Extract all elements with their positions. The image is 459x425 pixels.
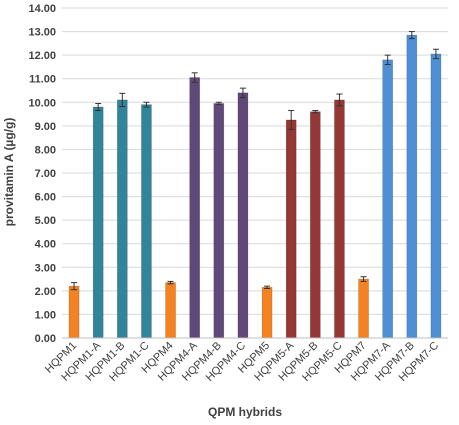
y-tick-label: 14.00 [28, 3, 56, 15]
bar-hqpm1-b [117, 99, 128, 339]
y-tick-label: 3.00 [35, 262, 56, 274]
y-tick-label: 11.00 [29, 74, 56, 86]
y-tick-label: 5.00 [35, 215, 56, 227]
error-bar-hqpm4-c [239, 87, 246, 99]
bar-hqpm7-b [406, 34, 418, 339]
y-tick-label: 7.00 [35, 168, 56, 180]
bar-hqpm5 [261, 287, 273, 339]
y-tick-label: 4.00 [35, 239, 56, 251]
y-tick-label: 6.00 [35, 192, 56, 204]
bar-hqpm5-c [334, 99, 345, 339]
y-axis-title: provitamin A (µg/g) [2, 118, 16, 227]
error-bar-hqpm5-b [312, 110, 319, 114]
bar-hqpm4-a [189, 77, 200, 339]
error-bar-hqpm1-c [143, 101, 150, 108]
bars [68, 34, 442, 339]
bar-hqpm1-c [141, 104, 152, 339]
error-bar-hqpm1 [71, 282, 78, 291]
bar-hqpm1 [68, 285, 80, 339]
error-bar-hqpm7-a [384, 54, 391, 66]
bar-hqpm7 [358, 278, 369, 339]
error-bar-hqpm4 [167, 280, 174, 285]
error-bar-hqpm7-c [432, 48, 439, 60]
bar-hqpm4-b [213, 103, 225, 339]
error-bar-hqpm1-b [119, 92, 126, 108]
error-bar-hqpm5 [264, 285, 271, 289]
bar-hqpm4-c [237, 92, 249, 339]
y-tick-label: 12.00 [28, 50, 56, 62]
y-tick-label: 10.00 [28, 97, 56, 109]
error-bar-hqpm7-b [408, 31, 415, 40]
bar-hqpm5-b [310, 111, 321, 339]
error-bar-hqpm5-c [336, 93, 343, 107]
bar-hqpm5-a [285, 119, 297, 339]
y-tick-label: 13.00 [28, 27, 56, 39]
y-tick-label: 1.00 [35, 309, 56, 321]
error-bar-hqpm4-b [215, 101, 222, 106]
error-bars [71, 31, 439, 291]
bar-hqpm7-c [430, 53, 442, 339]
error-bar-hqpm1-a [95, 102, 102, 112]
y-tick-label: 9.00 [35, 121, 56, 133]
error-bar-hqpm7 [360, 276, 367, 282]
y-tick-label: 0.00 [35, 333, 56, 345]
bar-hqpm4 [165, 282, 176, 339]
error-bar-hqpm4-a [191, 72, 198, 83]
y-tick-labels: 0.00 1.00 2.00 3.00 4.00 5.00 6.00 7.00 8.00 9.00… [28, 3, 56, 345]
y-tick-label: 2.00 [35, 286, 56, 298]
error-bar-hqpm5-a [288, 110, 295, 130]
x-axis-title: QPM hybrids [208, 405, 282, 419]
bar-hqpm7-a [382, 59, 393, 339]
bar-hqpm1-a [92, 106, 104, 339]
x-category-labels: HQPM1HQPM1-AHQPM1-BHQPM1-CHQPM4HQPM4-AHQ… [43, 339, 441, 384]
y-tick-label: 8.00 [35, 144, 56, 156]
